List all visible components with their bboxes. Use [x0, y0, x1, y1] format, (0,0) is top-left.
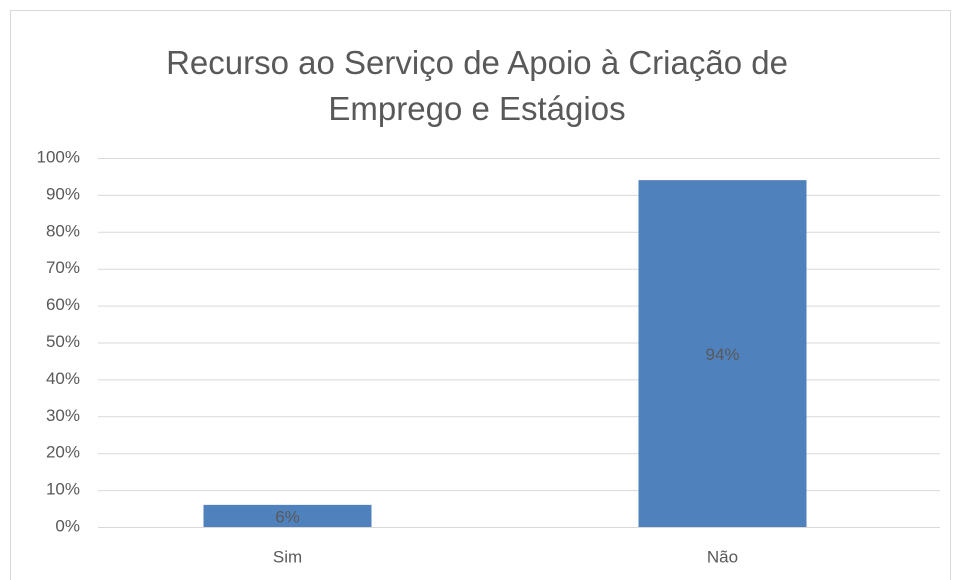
chart-border	[10, 10, 951, 580]
chart-title: Recurso ao Serviço de Apoio à Criação de…	[166, 44, 788, 127]
x-tick-label: Sim	[273, 547, 302, 566]
data-label: 94%	[705, 345, 739, 364]
y-tick-label: 90%	[46, 184, 80, 203]
y-tick-label: 100%	[37, 147, 80, 166]
x-tick-label: Não	[707, 547, 738, 566]
y-tick-label: 40%	[46, 369, 80, 388]
data-label: 6%	[275, 507, 300, 526]
y-tick-label: 70%	[46, 258, 80, 277]
y-tick-label: 60%	[46, 295, 80, 314]
y-tick-label: 20%	[46, 443, 80, 462]
y-tick-label: 0%	[55, 516, 80, 535]
bar	[638, 180, 807, 527]
y-tick-label: 10%	[46, 480, 80, 499]
y-tick-label: 80%	[46, 221, 80, 240]
bar	[203, 504, 372, 527]
y-tick-label: 30%	[46, 406, 80, 425]
y-tick-label: 50%	[46, 332, 80, 351]
